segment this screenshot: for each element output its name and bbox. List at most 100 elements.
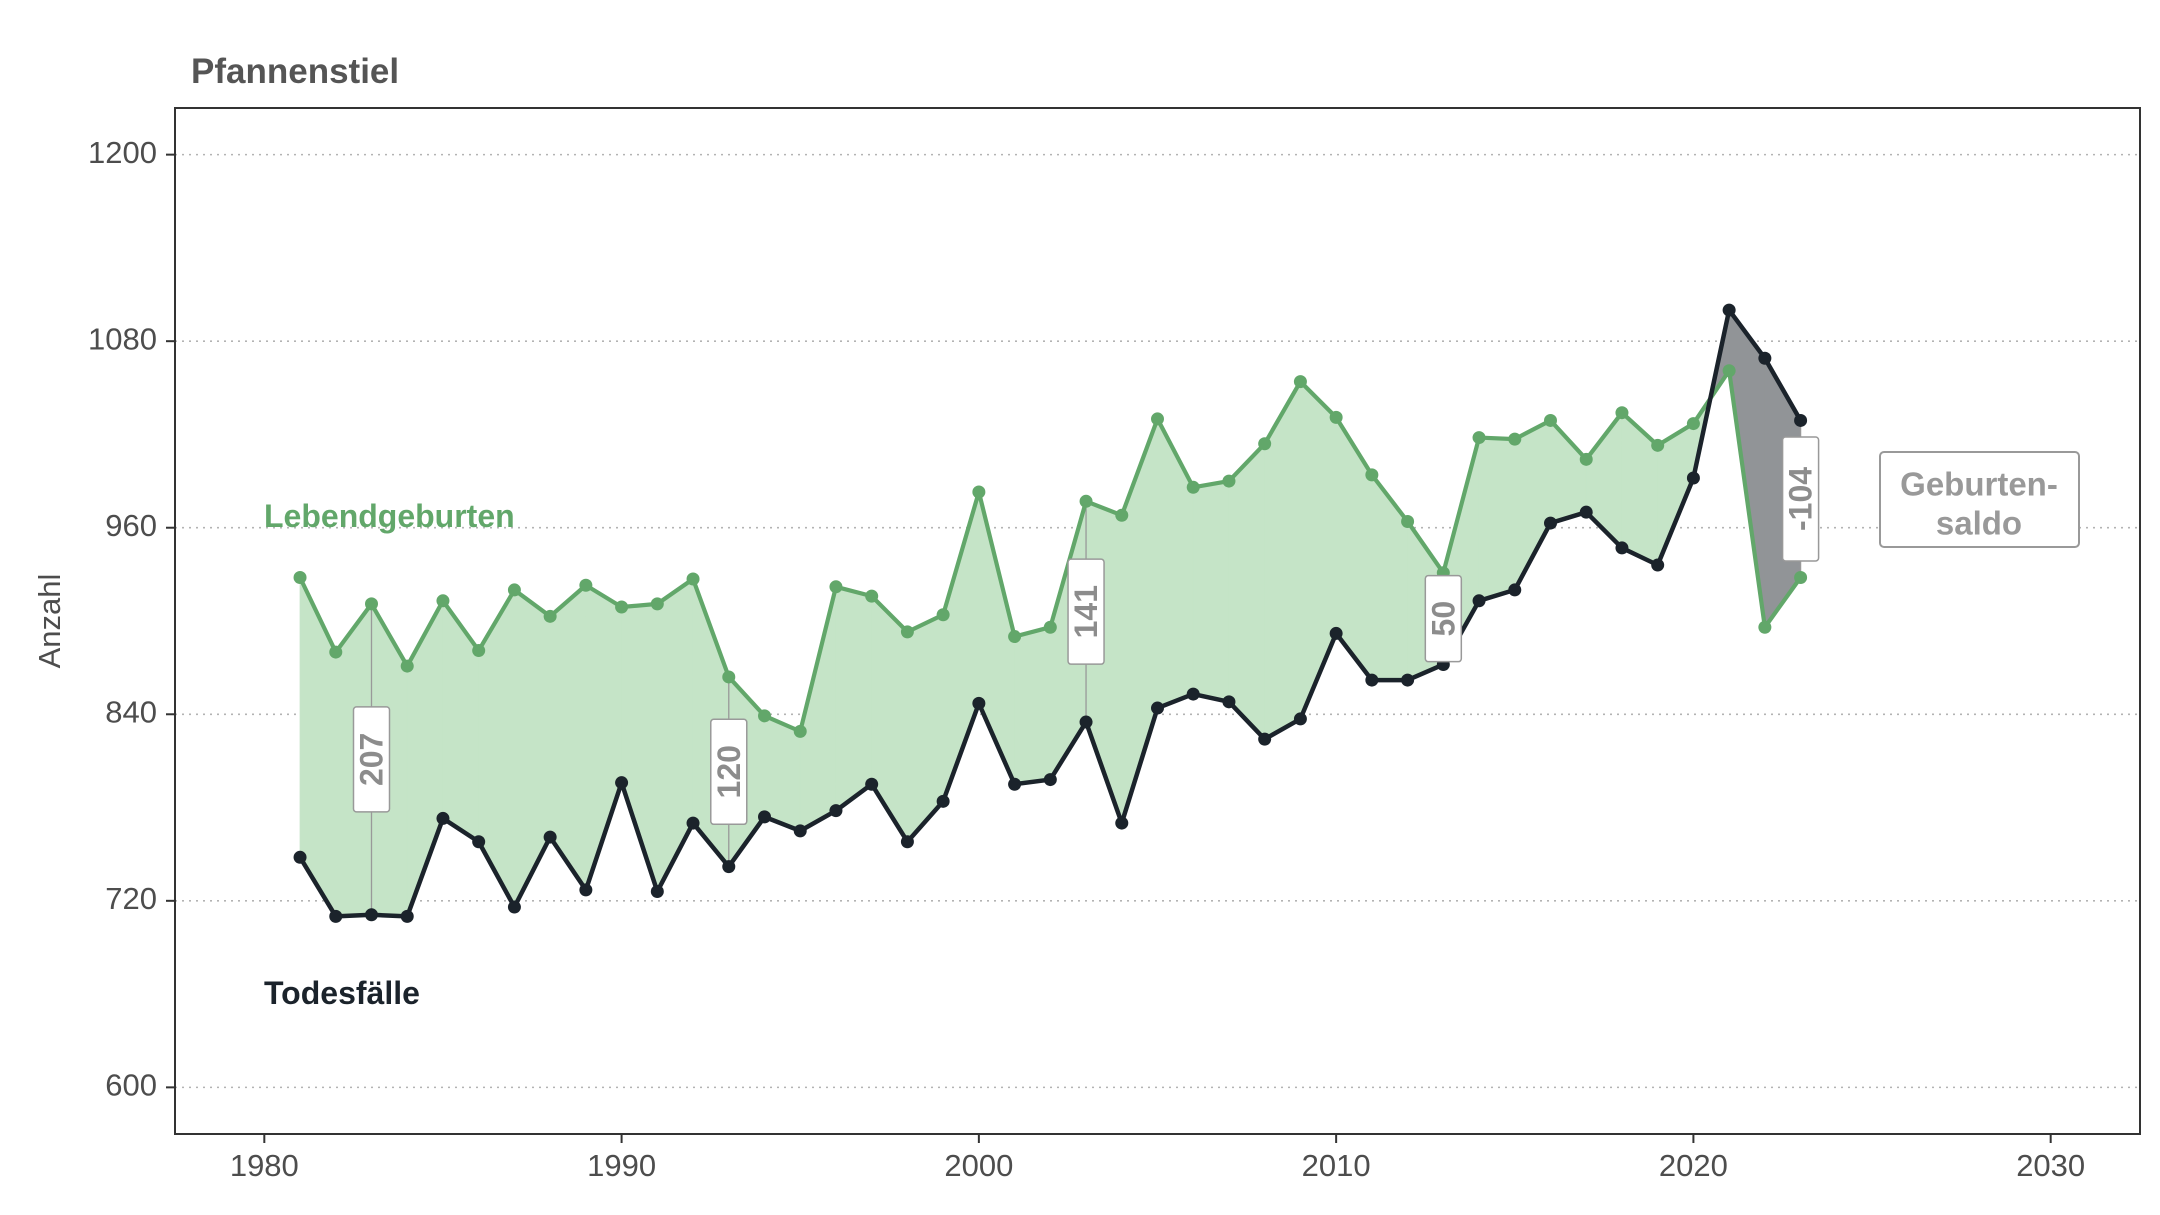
point-todesfaelle — [507, 900, 521, 914]
point-todesfaelle — [543, 830, 557, 844]
point-todesfaelle — [1615, 541, 1629, 555]
point-todesfaelle — [686, 816, 700, 830]
point-lebendgeburten — [1722, 364, 1736, 378]
x-tick-label: 2030 — [2016, 1148, 2085, 1183]
point-todesfaelle — [936, 794, 950, 808]
legend-box — [1879, 451, 2080, 548]
point-todesfaelle — [1722, 303, 1736, 317]
point-todesfaelle — [900, 835, 914, 849]
point-todesfaelle — [1008, 777, 1022, 791]
x-tick-label: 2020 — [1659, 1148, 1728, 1183]
point-todesfaelle — [793, 824, 807, 838]
point-lebendgeburten — [1079, 494, 1093, 508]
point-todesfaelle — [615, 776, 629, 790]
point-lebendgeburten — [1043, 620, 1057, 634]
point-todesfaelle — [1794, 413, 1808, 427]
point-lebendgeburten — [829, 580, 843, 594]
point-lebendgeburten — [1258, 437, 1272, 451]
x-tick-label: 1980 — [230, 1148, 299, 1183]
point-todesfaelle — [472, 835, 486, 849]
point-lebendgeburten — [865, 589, 879, 603]
point-lebendgeburten — [1472, 431, 1486, 445]
point-lebendgeburten — [365, 597, 378, 611]
point-todesfaelle — [722, 860, 736, 874]
point-lebendgeburten — [1686, 417, 1700, 431]
point-lebendgeburten — [507, 583, 521, 597]
point-todesfaelle — [1401, 673, 1415, 687]
annotation-1983: 207 — [352, 706, 391, 813]
point-lebendgeburten — [1579, 452, 1593, 466]
point-lebendgeburten — [1365, 468, 1379, 482]
point-todesfaelle — [1115, 816, 1129, 830]
point-todesfaelle — [650, 884, 664, 898]
y-tick-label: 600 — [105, 1068, 157, 1103]
point-todesfaelle — [1186, 687, 1200, 701]
annotation-2013: 50 — [1424, 574, 1463, 663]
point-lebendgeburten — [1186, 480, 1200, 494]
point-lebendgeburten — [293, 570, 307, 584]
point-lebendgeburten — [400, 659, 414, 673]
point-lebendgeburten — [1615, 406, 1629, 420]
y-tick-label: 720 — [105, 881, 157, 916]
point-lebendgeburten — [758, 709, 771, 723]
annotation-1993: 120 — [710, 718, 748, 826]
annotation-value: 141 — [1068, 585, 1104, 638]
annotation-value: 207 — [354, 733, 390, 786]
point-lebendgeburten — [1758, 620, 1772, 634]
fill-segment — [835, 586, 873, 812]
y-axis: 600 720 840 960 1080 1200 — [88, 135, 175, 1103]
fill-segment — [1478, 437, 1516, 602]
y-axis-title: Anzahl — [32, 574, 67, 669]
chart-title: Pfannenstiel — [191, 52, 399, 91]
annotation-2023: -104 — [1781, 436, 1820, 562]
legend: Geburten- saldo — [1879, 451, 2080, 548]
point-lebendgeburten — [1508, 432, 1522, 446]
point-todesfaelle — [1329, 626, 1343, 640]
point-lebendgeburten — [579, 578, 593, 592]
point-lebendgeburten — [900, 625, 914, 639]
annotation-box — [1424, 574, 1463, 663]
point-todesfaelle — [1079, 715, 1093, 729]
fill-segment — [1192, 480, 1230, 703]
x-tick-label: 2000 — [944, 1148, 1013, 1183]
y-tick-label: 1200 — [88, 135, 157, 170]
point-lebendgeburten — [936, 608, 950, 622]
fill-segment — [1014, 626, 1051, 785]
point-todesfaelle — [829, 804, 843, 818]
point-todesfaelle — [436, 811, 450, 825]
point-lebendgeburten — [615, 600, 629, 614]
point-lebendgeburten — [1151, 412, 1164, 426]
y-tick-label: 1080 — [88, 321, 157, 356]
annotation-value: -104 — [1783, 467, 1819, 531]
point-todesfaelle — [329, 909, 343, 923]
point-lebendgeburten — [1401, 515, 1415, 529]
point-todesfaelle — [293, 850, 307, 864]
point-lebendgeburten — [1008, 630, 1022, 644]
point-todesfaelle — [758, 810, 771, 824]
point-todesfaelle — [1043, 773, 1057, 787]
point-todesfaelle — [1365, 673, 1379, 687]
x-tick-label: 1990 — [587, 1148, 656, 1183]
point-todesfaelle — [1151, 701, 1164, 715]
point-lebendgeburten — [329, 645, 343, 659]
point-todesfaelle — [1651, 558, 1665, 572]
point-lebendgeburten — [686, 572, 700, 586]
point-lebendgeburten — [472, 644, 486, 658]
annotation-value: 120 — [711, 745, 747, 798]
point-todesfaelle — [1222, 695, 1236, 709]
point-todesfaelle — [400, 909, 414, 923]
point-lebendgeburten — [1544, 413, 1557, 427]
point-todesfaelle — [1686, 471, 1700, 485]
y-tick-label: 960 — [105, 508, 157, 543]
x-axis: 1980 1990 2000 2010 2020 2030 — [230, 1134, 2085, 1183]
point-lebendgeburten — [1794, 570, 1808, 584]
point-lebendgeburten — [972, 485, 986, 499]
point-todesfaelle — [1472, 594, 1486, 608]
point-lebendgeburten — [1293, 375, 1307, 389]
point-todesfaelle — [1293, 712, 1307, 726]
point-lebendgeburten — [1222, 474, 1236, 488]
point-todesfaelle — [972, 696, 986, 710]
annotation-box — [710, 718, 748, 826]
series-points — [293, 303, 1808, 923]
